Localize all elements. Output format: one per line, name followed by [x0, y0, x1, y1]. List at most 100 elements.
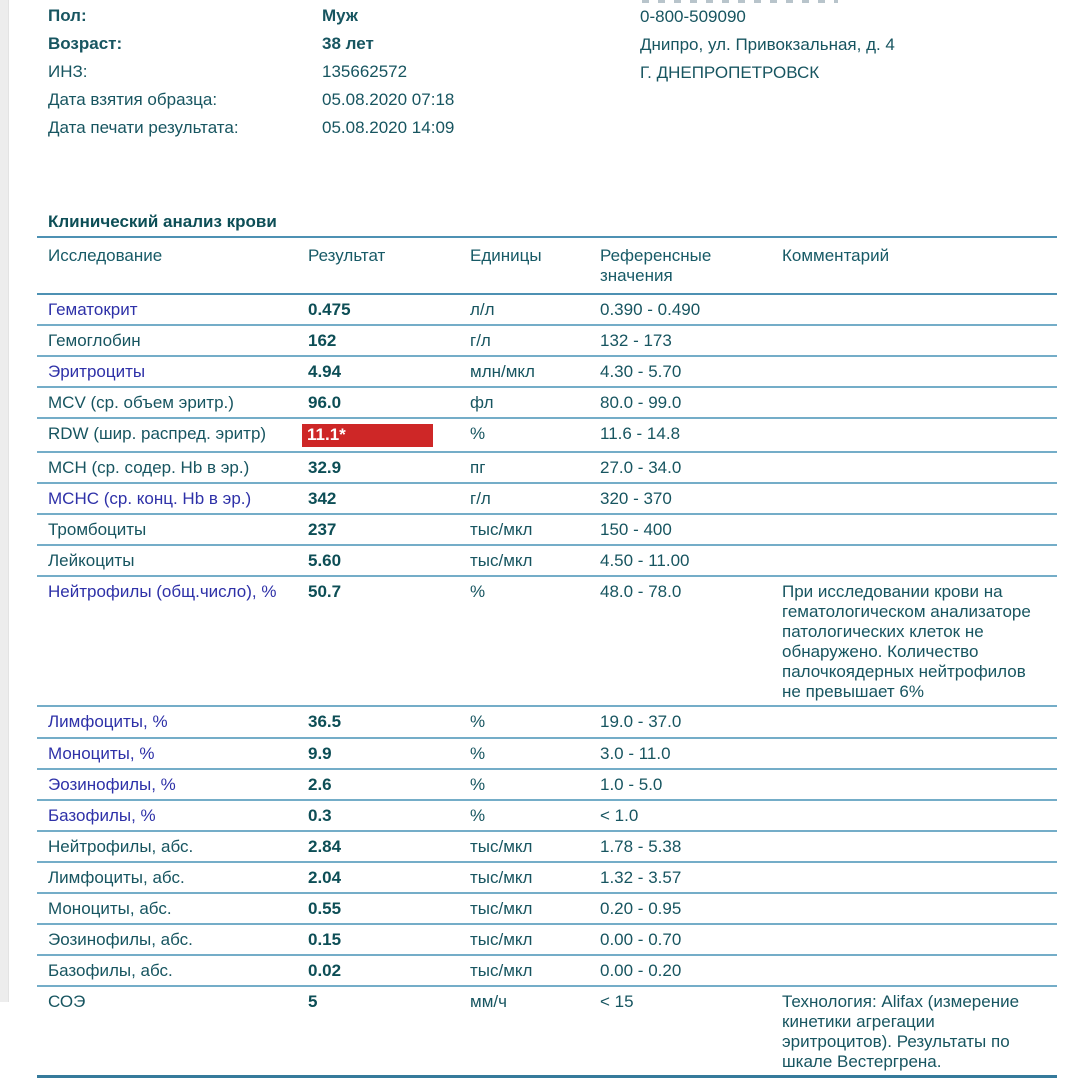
units-value: тыс/мкл: [470, 830, 600, 863]
table-row: RDW (шир. распред. эритр) 11.1* % 11.6 -…: [37, 417, 1057, 454]
reference-range: 19.0 - 37.0: [600, 706, 782, 739]
result-cell: 2.84: [308, 830, 470, 863]
col-header-result: Результат: [308, 237, 470, 295]
units-value: %: [470, 417, 600, 454]
lab-contact: 0-800-509090 Днипро, ул. Привокзальная, …: [640, 3, 895, 87]
parameter-name: Нейтрофилы, абс.: [37, 830, 308, 863]
result-value: 2.6: [308, 774, 332, 794]
result-cell: 162: [308, 324, 470, 357]
table-row: Гемоглобин 162 г/л 132 - 173: [37, 324, 1057, 357]
reference-range: 0.00 - 0.70: [600, 923, 782, 956]
result-cell: 5.60: [308, 545, 470, 578]
result-cell: 0.3: [308, 799, 470, 832]
parameter-name[interactable]: Базофилы, %: [37, 799, 308, 832]
units-value: %: [470, 799, 600, 832]
comment-text: При исследовании крови на гематологическ…: [782, 582, 1031, 701]
result-value: 4.94: [308, 361, 342, 381]
units-value: пг: [470, 452, 600, 485]
result-value: 2.04: [308, 867, 342, 887]
comment-cell: [782, 923, 1057, 956]
parameter-name[interactable]: Гематокрит: [37, 293, 308, 326]
table-row: СОЭ 5 мм/ч < 15 Технология: Alifax (изме…: [37, 985, 1057, 1078]
units-value: тыс/мкл: [470, 892, 600, 925]
table-row: Нейтрофилы (общ.число), % 50.7 % 48.0 - …: [37, 576, 1057, 708]
parameter-name: RDW (шир. распред. эритр): [37, 417, 308, 454]
units-value: млн/мкл: [470, 355, 600, 388]
comment-cell: [782, 706, 1057, 739]
results-table-body: Гематокрит 0.475 л/л 0.390 - 0.490 Гемог…: [37, 293, 1057, 1078]
table-row: Эозинофилы, абс. 0.15 тыс/мкл 0.00 - 0.7…: [37, 923, 1057, 956]
parameter-name: СОЭ: [37, 985, 308, 1078]
reference-range: 48.0 - 78.0: [600, 576, 782, 708]
patient-age-value: 38 лет: [322, 34, 374, 53]
reference-range: 320 - 370: [600, 483, 782, 516]
comment-cell: [782, 483, 1057, 516]
comment-cell: [782, 545, 1057, 578]
units-value: %: [470, 576, 600, 708]
reference-range: 0.20 - 0.95: [600, 892, 782, 925]
units-value: тыс/мкл: [470, 545, 600, 578]
table-row: Лимфоциты, абс. 2.04 тыс/мкл 1.32 - 3.57: [37, 861, 1057, 894]
parameter-name: Базофилы, абс.: [37, 954, 308, 987]
comment-cell: [782, 452, 1057, 485]
parameter-name[interactable]: Эритроциты: [37, 355, 308, 388]
reference-range: 3.0 - 11.0: [600, 737, 782, 770]
comment-cell: [782, 892, 1057, 925]
comment-cell: [782, 514, 1057, 547]
result-value: 2.84: [308, 836, 342, 856]
result-cell: 36.5: [308, 706, 470, 739]
result-value: 0.02: [308, 960, 342, 980]
comment-cell: [782, 293, 1057, 326]
parameter-name: MCH (ср. содер. Hb в эр.): [37, 452, 308, 485]
col-header-comment: Комментарий: [782, 237, 1057, 295]
table-row: Лейкоциты 5.60 тыс/мкл 4.50 - 11.00: [37, 545, 1057, 578]
result-value: 11.1*: [302, 423, 433, 448]
patient-sex-value: Муж: [322, 6, 358, 25]
result-value: 5.60: [308, 551, 342, 571]
parameter-name: MCV (ср. объем эритр.): [37, 386, 308, 419]
units-value: г/л: [470, 483, 600, 516]
result-cell: 342: [308, 483, 470, 516]
parameter-name: Лимфоциты, абс.: [37, 861, 308, 894]
table-row: Тромбоциты 237 тыс/мкл 150 - 400: [37, 514, 1057, 547]
units-value: тыс/мкл: [470, 514, 600, 547]
lab-phone: 0-800-509090: [640, 7, 746, 26]
sample-date-label: Дата взятия образца:: [48, 90, 218, 109]
parameter-name[interactable]: MCHC (ср. конц. Hb в эр.): [37, 483, 308, 516]
parameter-name: Гемоглобин: [37, 324, 308, 357]
table-row: Лимфоциты, % 36.5 % 19.0 - 37.0: [37, 706, 1057, 739]
parameter-name[interactable]: Эозинофилы, %: [37, 768, 308, 801]
col-header-units: Единицы: [470, 237, 600, 295]
comment-cell: [782, 324, 1057, 357]
parameter-name: Тромбоциты: [37, 514, 308, 547]
reference-range: 11.6 - 14.8: [600, 417, 782, 454]
units-value: мм/ч: [470, 985, 600, 1078]
col-header-parameter: Исследование: [37, 237, 308, 295]
print-date-value: 05.08.2020 14:09: [322, 118, 455, 137]
table-row: Гематокрит 0.475 л/л 0.390 - 0.490: [37, 293, 1057, 326]
col-header-reference: Референсные значения: [600, 237, 782, 295]
result-cell: 0.55: [308, 892, 470, 925]
comment-cell: [782, 768, 1057, 801]
patient-age-label: Возраст:: [48, 34, 123, 53]
reference-range: 0.00 - 0.20: [600, 954, 782, 987]
print-date-label: Дата печати результата:: [48, 118, 239, 137]
result-value: 5: [308, 991, 318, 1011]
patient-sex-label: Пол:: [48, 6, 87, 25]
parameter-name: Лейкоциты: [37, 545, 308, 578]
result-value: 0.15: [308, 929, 342, 949]
parameter-name[interactable]: Моноциты, %: [37, 737, 308, 770]
results-table: Исследование Результат Единицы Референсн…: [37, 236, 1057, 1078]
parameter-name[interactable]: Лимфоциты, %: [37, 706, 308, 739]
cbc-report-section: Клинический анализ крови Исследование Ре…: [37, 212, 1057, 1078]
result-value: 9.9: [308, 743, 332, 763]
patient-inz-label: ИНЗ:: [48, 62, 88, 81]
reference-range: 0.390 - 0.490: [600, 293, 782, 326]
units-value: фл: [470, 386, 600, 419]
reference-range: 1.78 - 5.38: [600, 830, 782, 863]
parameter-name: Эозинофилы, абс.: [37, 923, 308, 956]
parameter-name[interactable]: Нейтрофилы (общ.число), %: [37, 576, 308, 708]
lab-city: Г. ДНЕПРОПЕТРОВСК: [640, 63, 820, 82]
units-value: %: [470, 706, 600, 739]
comment-cell: [782, 355, 1057, 388]
